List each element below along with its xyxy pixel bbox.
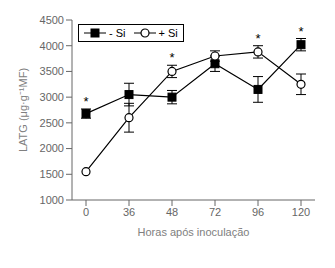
svg-text:*: * — [298, 24, 303, 39]
svg-text:*: * — [255, 31, 260, 46]
svg-text:1500: 1500 — [40, 168, 64, 180]
svg-text:*: * — [169, 50, 174, 65]
html-text:+ Si: + Si — [158, 27, 178, 39]
svg-text:72: 72 — [209, 206, 221, 218]
svg-text:96: 96 — [252, 206, 264, 218]
svg-text:LATG (μg·g⁻¹MF): LATG (μg·g⁻¹MF) — [17, 68, 29, 152]
svg-text:36: 36 — [123, 206, 135, 218]
svg-text:2000: 2000 — [40, 142, 64, 154]
svg-text:0: 0 — [83, 206, 89, 218]
svg-text:4500: 4500 — [40, 14, 64, 26]
svg-text:120: 120 — [292, 206, 310, 218]
svg-text:*: * — [83, 94, 88, 109]
svg-text:2500: 2500 — [40, 117, 64, 129]
svg-text:48: 48 — [166, 206, 178, 218]
svg-text:3000: 3000 — [40, 91, 64, 103]
svg-text:1000: 1000 — [40, 194, 64, 206]
svg-text:3500: 3500 — [40, 65, 64, 77]
html-text:- Si: - Si — [109, 27, 126, 39]
svg-text:4000: 4000 — [40, 40, 64, 52]
svg-text:Horas após inoculação: Horas após inoculação — [138, 226, 250, 238]
